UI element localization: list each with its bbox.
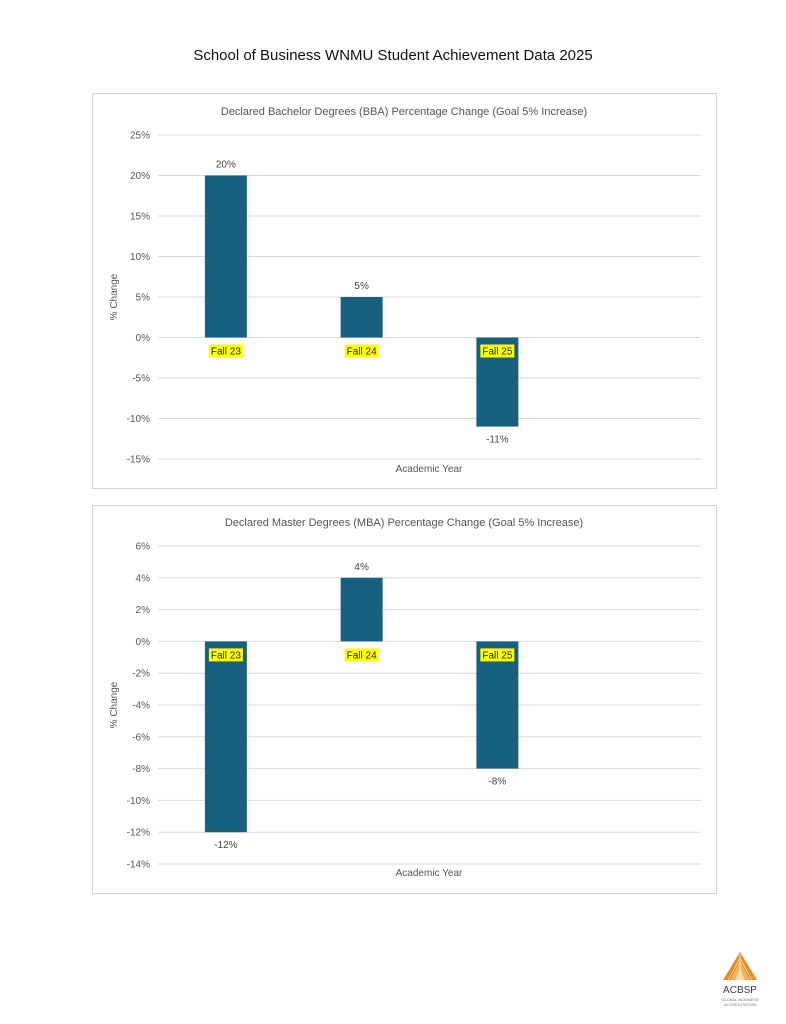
mba-y-tick-label: -8% (132, 764, 150, 775)
mba-data-label-3: -8% (488, 777, 506, 788)
mba-category-highlight-2 (344, 648, 379, 662)
mba-data-label-2: 4% (354, 562, 369, 573)
logo-tagline-2: ACCREDITATION (724, 1002, 756, 1007)
mba-y-tick-label: 4% (136, 573, 151, 584)
bba-data-label-2: 5% (354, 281, 369, 292)
mba-x-axis-label: Academic Year (396, 868, 463, 879)
mba-category-label-1: Fall 23 (211, 650, 241, 661)
bba-bar-2 (340, 297, 383, 338)
mba-y-tick-label: -12% (127, 828, 150, 839)
mba-bar-3 (476, 641, 519, 769)
mba-y-tick-label: -4% (132, 701, 150, 712)
mba-y-tick-label: -10% (127, 796, 150, 807)
mba-category-label-2: Fall 24 (347, 650, 377, 661)
mba-y-tick-label: 6% (136, 542, 151, 553)
mba-y-tick-label: -6% (132, 732, 150, 743)
mba-y-tick-label: -14% (127, 860, 150, 871)
bba-y-tick-label: 25% (130, 131, 150, 142)
bba-x-axis-label: Academic Year (396, 464, 463, 475)
bba-category-label-3: Fall 25 (482, 347, 512, 358)
mba-data-label-1: -12% (214, 840, 237, 851)
bba-y-tick-label: 15% (130, 212, 150, 223)
bba-y-tick-label: 5% (136, 293, 151, 304)
page-title: School of Business WNMU Student Achievem… (193, 47, 593, 64)
mba-chart-svg: Declared Master Degrees (MBA) Percentage… (109, 517, 701, 879)
mba-y-tick-label: 0% (136, 637, 151, 648)
acbsp-logo: ACBSP GLOBAL BUSINESS ACCREDITATION (718, 952, 762, 1016)
acbsp-flame-icon: ACBSP GLOBAL BUSINESS ACCREDITATION (721, 952, 759, 1007)
bba-chart-title: Declared Bachelor Degrees (BBA) Percenta… (221, 106, 587, 118)
bba-data-label-3: -11% (486, 435, 509, 446)
bba-category-highlight-2 (344, 344, 379, 358)
bba-chart-svg: Declared Bachelor Degrees (BBA) Percenta… (109, 106, 701, 475)
bba-chart: Declared Bachelor Degrees (BBA) Percenta… (92, 93, 717, 489)
logo-tagline-1: GLOBAL BUSINESS (721, 997, 759, 1002)
bba-bar-1 (204, 175, 247, 338)
mba-y-tick-label: 2% (136, 605, 151, 616)
mba-category-highlight-1 (208, 648, 243, 662)
bba-y-tick-label: -5% (132, 374, 150, 385)
mba-chart-title: Declared Master Degrees (MBA) Percentage… (225, 517, 583, 529)
mba-bar-1 (204, 641, 247, 833)
bba-y-tick-label: 20% (130, 171, 150, 182)
bba-category-highlight-3 (480, 344, 515, 358)
mba-category-highlight-3 (480, 648, 515, 662)
mba-bar-2 (340, 577, 383, 642)
bba-category-highlight-1 (208, 344, 243, 358)
bba-y-axis-label: % Change (109, 273, 120, 320)
bba-y-tick-label: 10% (130, 252, 150, 263)
bba-y-tick-label: -15% (127, 455, 150, 466)
bba-y-tick-label: 0% (136, 333, 151, 344)
mba-category-label-3: Fall 25 (482, 650, 512, 661)
bba-category-label-2: Fall 24 (347, 347, 377, 358)
mba-y-axis-label: % Change (109, 681, 120, 728)
logo-name: ACBSP (723, 985, 757, 996)
bba-data-label-1: 20% (216, 160, 236, 171)
bba-category-label-1: Fall 23 (211, 347, 241, 358)
mba-y-tick-label: -2% (132, 669, 150, 680)
mba-chart: Declared Master Degrees (MBA) Percentage… (92, 505, 717, 894)
bba-y-tick-label: -10% (127, 414, 150, 425)
